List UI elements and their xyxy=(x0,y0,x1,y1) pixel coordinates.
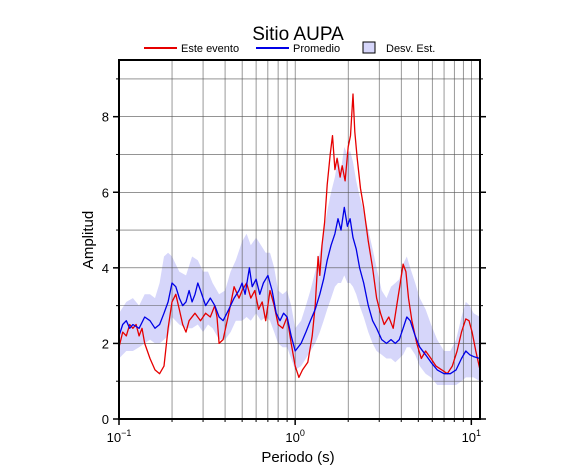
x-tick-label: 101 xyxy=(462,428,481,445)
series-line-este-evento xyxy=(119,93,480,379)
y-tick-label: 2 xyxy=(102,336,109,351)
legend: Este evento Promedio Desv. Est. xyxy=(144,41,435,55)
legend-label: Promedio xyxy=(293,43,340,55)
plot-frame xyxy=(118,59,481,420)
x-axis-label: Periodo (s) xyxy=(261,449,334,466)
legend-label: Este evento xyxy=(181,43,239,55)
legend-label: Desv. Est. xyxy=(386,43,435,55)
x-tick-label: 10−1 xyxy=(107,428,132,445)
y-tick-label: 6 xyxy=(102,185,109,200)
y-tick-label: 4 xyxy=(102,261,109,276)
series-line-promedio xyxy=(119,206,480,375)
y-tick-label: 0 xyxy=(102,412,109,427)
y-axis-label: Amplitud xyxy=(80,211,97,269)
legend-swatch xyxy=(362,41,376,54)
chart-title: Sitio AUPA xyxy=(252,24,344,45)
y-tick-label: 8 xyxy=(102,110,109,125)
x-tick-label: 100 xyxy=(285,428,304,445)
std-dev-band xyxy=(119,146,480,385)
